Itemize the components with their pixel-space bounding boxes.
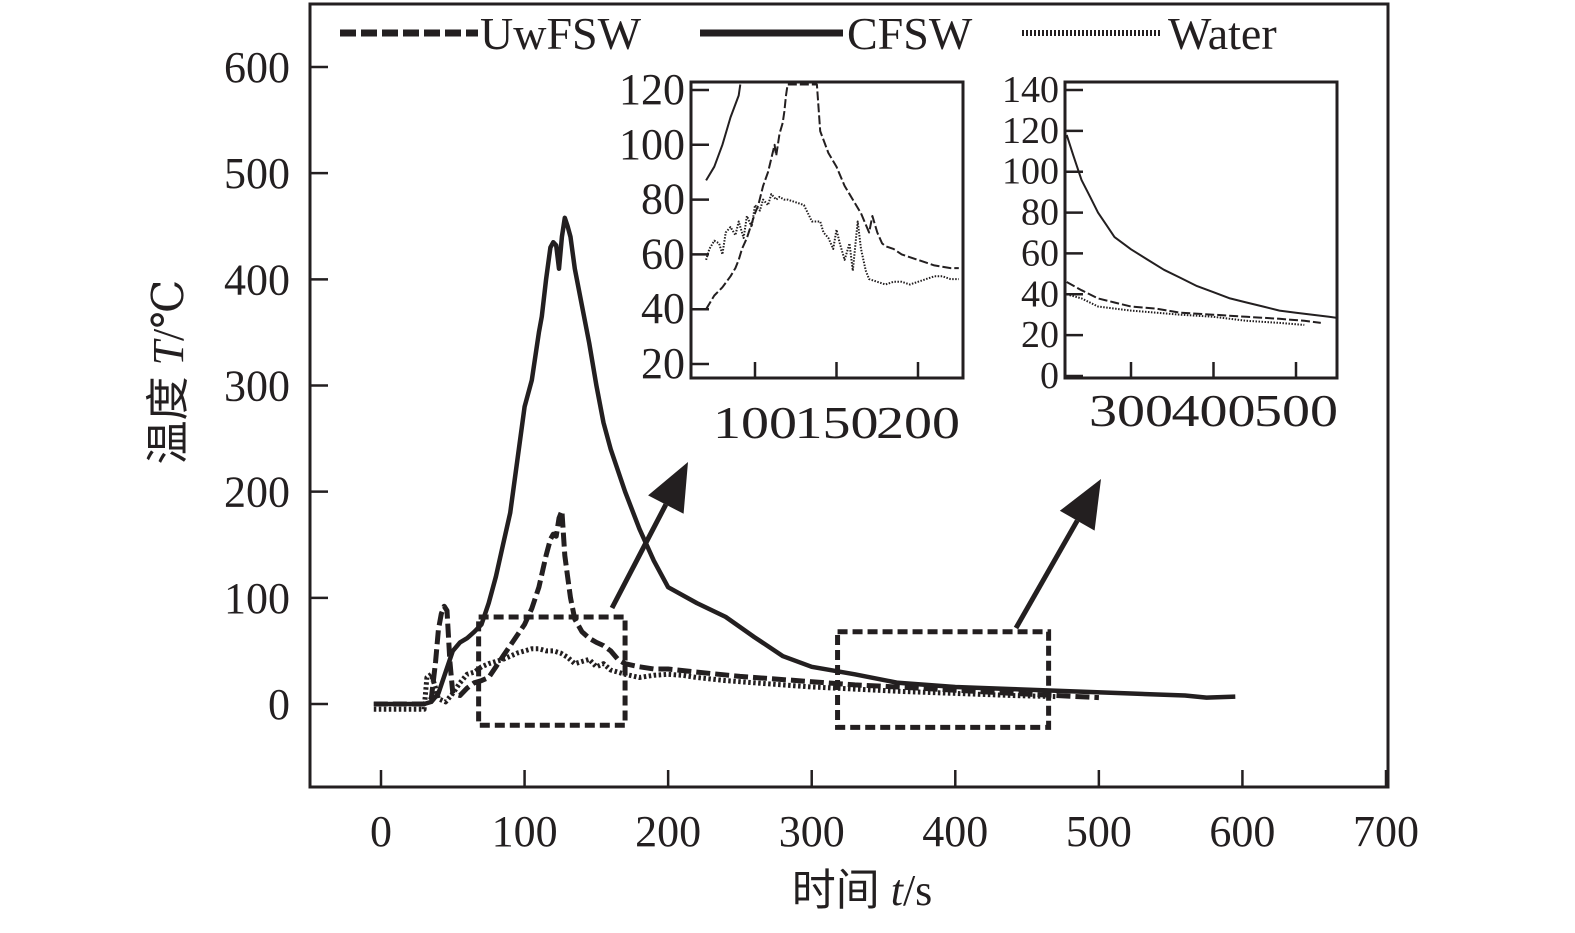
y-tick-label: 400	[224, 255, 290, 304]
x-tick-label: 600	[1209, 807, 1275, 856]
inset-y-tick-label: 80	[641, 175, 685, 224]
series-line-uwfsw	[373, 508, 1100, 707]
y-tick-label: 500	[224, 149, 290, 198]
inset-series-line-uwfsw	[705, 83, 959, 310]
inset-y-tick-label: 40	[1021, 273, 1059, 315]
zoom-boxes	[476, 614, 1052, 730]
inset-y-tick-label: 60	[641, 229, 685, 278]
inset-series-line-uwfsw	[1066, 281, 1321, 324]
inset-y-tick-label: 100	[1002, 151, 1059, 193]
inset-x-tick-label: 100	[713, 397, 797, 448]
inset-y-tick-label: 120	[619, 65, 685, 114]
x-tick-label: 0	[370, 807, 392, 856]
zoom-box-2	[835, 629, 1052, 730]
arrow-to-inset-late	[1013, 479, 1101, 630]
inset-x-tick-label: 500	[1254, 385, 1338, 436]
y-tick-label: 100	[224, 574, 290, 623]
inset-series-line-water	[1066, 293, 1305, 326]
x-axis-title-unit: /s	[903, 866, 932, 915]
arrow-to-inset-late-shaft	[1013, 519, 1080, 630]
inset-x-tick-label: 200	[876, 397, 960, 448]
arrow-to-inset-early-head	[648, 462, 688, 514]
series-line-water	[373, 646, 1056, 712]
inset-x-tick-label: 300	[1089, 385, 1173, 436]
x-tick-label: 500	[1066, 807, 1132, 856]
inset-y-tick-label: 140	[1002, 69, 1059, 111]
arrows	[609, 462, 1101, 630]
main-ticks	[310, 65, 1388, 787]
y-axis-title: 温度 T/℃	[144, 280, 193, 465]
inset-y-tick-label: 20	[641, 339, 685, 388]
inset-late-series	[1065, 134, 1337, 326]
arrow-to-inset-early-shaft	[609, 503, 669, 610]
inset-series-line-cfsw	[1065, 134, 1337, 319]
inset-early-series	[705, 83, 959, 310]
inset-series-line-water	[705, 193, 959, 286]
x-tick-label: 300	[779, 807, 845, 856]
inset-y-tick-label: 120	[1002, 110, 1059, 152]
main-plot-frame	[308, 2, 1390, 789]
x-tick-label: 700	[1353, 807, 1419, 856]
inset-y-tick-label: 40	[641, 284, 685, 333]
y-axis-title-unit: /℃	[144, 280, 193, 341]
x-tick-label: 100	[492, 807, 558, 856]
y-axis-title-var: T	[144, 337, 193, 365]
x-axis-title: 时间 t/s	[792, 866, 933, 915]
arrow-to-inset-early	[609, 462, 688, 610]
series-line-cfsw	[373, 215, 1236, 707]
arrow-to-inset-late-head	[1059, 479, 1101, 531]
y-tick-label: 300	[224, 362, 290, 411]
inset-late-frame	[1063, 80, 1339, 380]
inset-y-tick-label: 100	[619, 120, 685, 169]
x-axis-title-var: t	[891, 866, 905, 915]
inset-late-ticks	[1065, 88, 1298, 378]
y-tick-label: 600	[224, 43, 290, 92]
inset-y-tick-label: 0	[1040, 355, 1059, 397]
y-tick-label: 0	[268, 680, 290, 729]
legend-label-uwfsw: UwFSW	[480, 8, 642, 59]
y-tick-label: 200	[224, 468, 290, 517]
inset-y-tick-label: 20	[1021, 314, 1059, 356]
main-tick-labels: 0 100 200 300 400 500 600 700010020030040050060…	[224, 43, 1419, 856]
zoom-box-1	[476, 614, 628, 728]
x-tick-label: 200	[635, 807, 701, 856]
x-tick-label: 400	[922, 807, 988, 856]
inset-x-tick-label: 150	[795, 397, 879, 448]
inset-early-ticks	[691, 88, 920, 378]
inset-series-line-cfsw	[705, 84, 742, 181]
inset-x-tick-label: 400	[1172, 385, 1256, 436]
inset-y-tick-label: 60	[1021, 232, 1059, 274]
legend-label-cfsw: CFSW	[847, 8, 973, 59]
inset-early-frame	[689, 80, 965, 380]
inset-y-tick-label: 80	[1021, 192, 1059, 234]
y-axis-title-cn: 温度	[144, 365, 193, 464]
legend-label-water: Water	[1168, 8, 1277, 59]
main-series	[373, 215, 1236, 712]
legend: UwFSW CFSW Water	[340, 8, 1277, 59]
x-axis-title-cn: 时间	[792, 866, 891, 915]
